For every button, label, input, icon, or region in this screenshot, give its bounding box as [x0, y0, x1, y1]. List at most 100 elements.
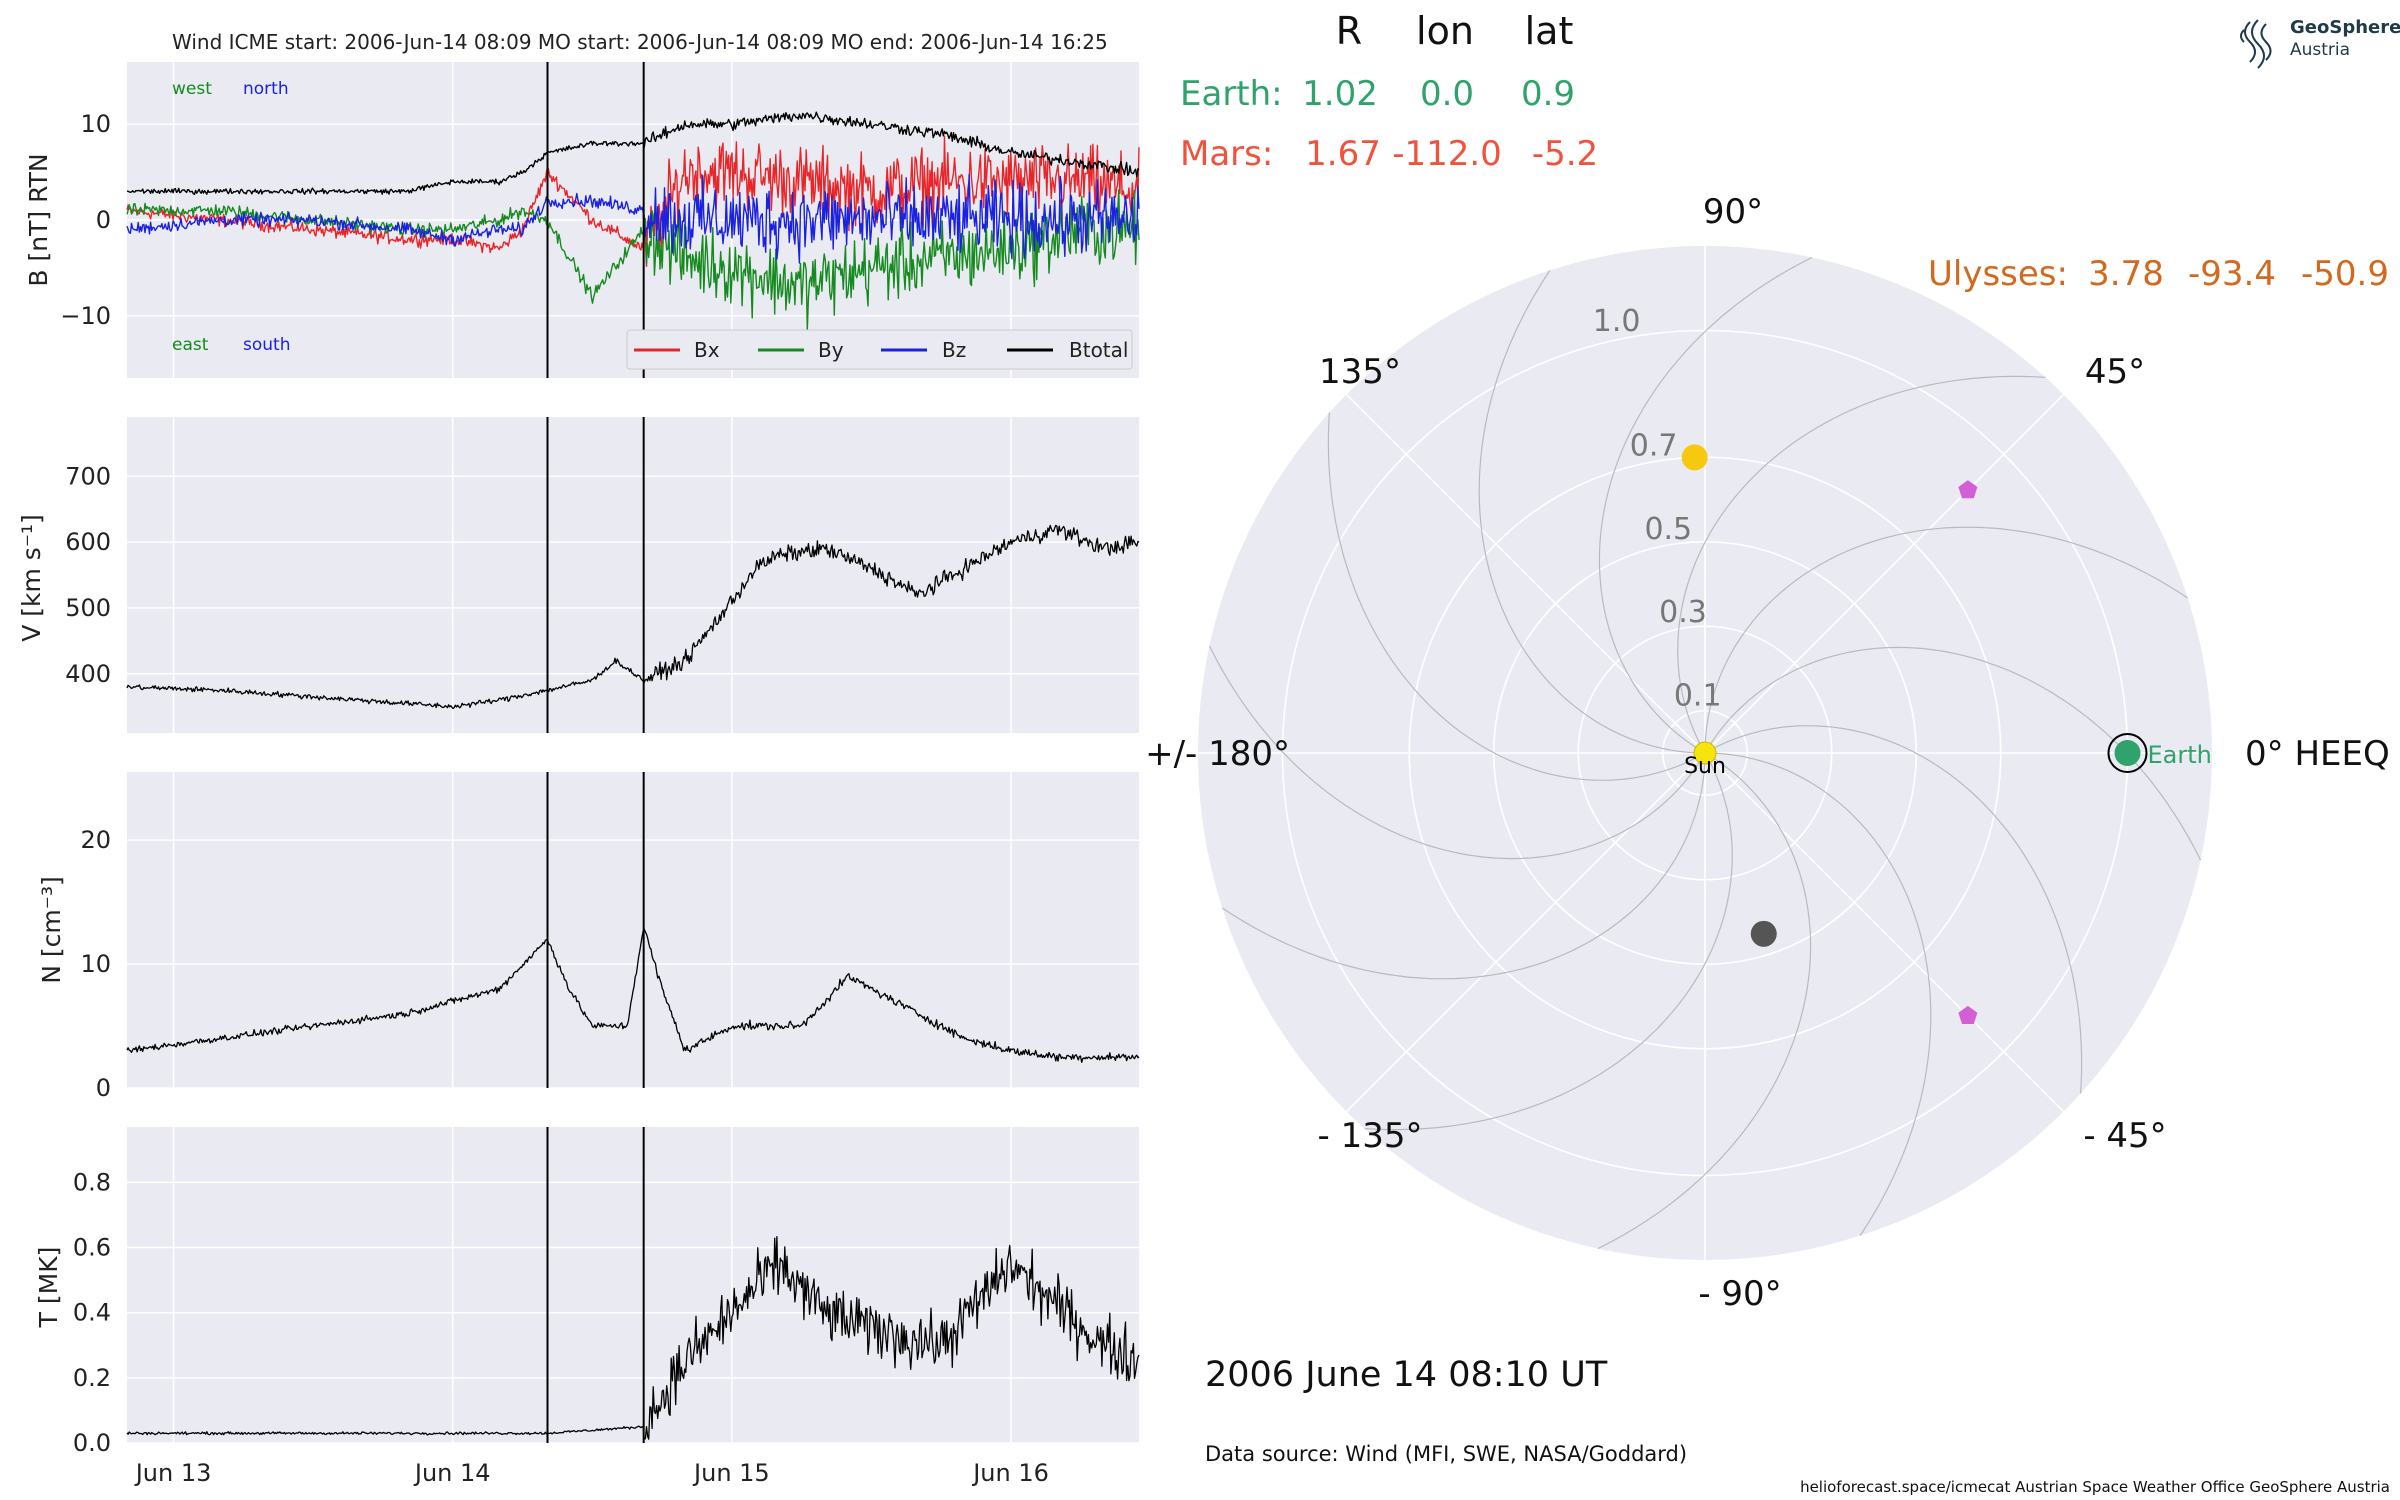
- y-tick-label: 500: [65, 594, 111, 622]
- planet-marker: [1681, 444, 1708, 471]
- angle-label: 90°: [1703, 192, 1763, 232]
- y-tick-label: 0.6: [73, 1234, 111, 1262]
- legend-bx-label: Bx: [694, 338, 720, 362]
- x-tick-label: Jun 14: [413, 1459, 491, 1487]
- spacecraft-marker: [1958, 480, 1978, 499]
- x-tick-label: Jun 16: [971, 1459, 1049, 1487]
- density-panel: N [cm⁻³] 0 10 20: [37, 772, 1140, 1102]
- radial-tick-label: 1.0: [1593, 304, 1641, 339]
- radial-tick-label: 0.7: [1630, 429, 1678, 464]
- mars-r: 1.67: [1305, 134, 1381, 174]
- series-line-v: [126, 524, 1140, 710]
- parker-spiral-line: [1478, 269, 1705, 754]
- earth-label: Earth:: [1180, 74, 1283, 114]
- north-label: north: [243, 79, 289, 99]
- series-line-t: [126, 1235, 1140, 1440]
- header-r: R: [1336, 9, 1362, 53]
- temperature-ylabel: T [MK]: [34, 1247, 63, 1329]
- series-line-bx: [126, 135, 1140, 267]
- logo-swirl-icon: [2240, 19, 2272, 69]
- earth-lon: 0.0: [1420, 74, 1474, 114]
- data-source-label: Data source: Wind (MFI, SWE, NASA/Goddar…: [1205, 1442, 1687, 1466]
- earth-lat: 0.9: [1521, 74, 1575, 114]
- radial-tick-label: 0.3: [1659, 595, 1707, 630]
- sun-label: Sun: [1684, 754, 1726, 779]
- earth-point-label: Earth: [2148, 741, 2212, 769]
- parker-spiral-line: [1597, 752, 1812, 1250]
- earth-ring-marker: [2107, 733, 2148, 773]
- parker-spiral-line: [1598, 256, 1813, 754]
- south-label: south: [243, 335, 290, 355]
- ulysses-r: 3.78: [2088, 254, 2164, 294]
- header-lon: lon: [1416, 9, 1474, 53]
- ulysses-label: Ulysses:: [1928, 254, 2068, 294]
- angle-label: - 45°: [2083, 1116, 2166, 1156]
- angular-grid-line: [1704, 393, 2065, 754]
- angular-grid-line: [1704, 752, 2065, 1113]
- parker-spiral-line: [1327, 412, 1706, 781]
- radial-tick-label: 0.5: [1644, 512, 1692, 547]
- y-tick-label: −10: [60, 302, 111, 330]
- y-tick-label: 20: [80, 826, 111, 854]
- logo-line2: Austria: [2290, 40, 2350, 60]
- geosphere-logo: GeoSphere Austria: [2240, 17, 2400, 69]
- x-tick-label: Jun 15: [692, 1459, 770, 1487]
- y-tick-label: 0.8: [73, 1168, 111, 1196]
- spacecraft-marker: [1958, 1005, 1978, 1024]
- mars-lon: -112.0: [1392, 134, 1502, 174]
- earth-marker: [2114, 740, 2141, 766]
- magnetic-field-panel: Wind ICME start: 2006-Jun-14 08:09 MO st…: [24, 30, 1140, 378]
- sun-marker: [1693, 741, 1717, 765]
- legend-box: [626, 329, 1133, 370]
- parker-spiral-line: [1221, 753, 1706, 980]
- ulysses-lat: -50.9: [2301, 254, 2389, 294]
- polar-plot: 0.1 0.3 0.5 0.7 1.0 0° HEEQ 45° 90° 135° +/- 180…: [1145, 192, 2390, 1314]
- credit-label: helioforecast.space/icmecat Austrian Spa…: [1800, 1478, 2390, 1496]
- y-tick-label: 10: [80, 950, 111, 978]
- angle-label: 135°: [1319, 352, 1401, 392]
- y-tick-label: 0: [96, 206, 111, 234]
- velocity-ylabel: V [km s⁻¹]: [17, 514, 46, 642]
- y-tick-label: 10: [80, 110, 111, 138]
- parker-spiral-line: [1704, 725, 2083, 1094]
- y-tick-label: 0: [96, 1074, 111, 1102]
- density-ylabel: N [cm⁻³]: [37, 876, 66, 983]
- angle-label: +/- 180°: [1145, 734, 1290, 774]
- ulysses-lon: -93.4: [2188, 254, 2276, 294]
- position-table: R lon lat Earth: 1.02 0.0 0.9 Mars: 1.67…: [1180, 9, 2389, 294]
- y-tick-label: 0.4: [73, 1299, 111, 1327]
- date-label: 2006 June 14 08:10 UT: [1205, 1355, 1608, 1395]
- angle-label: - 135°: [1318, 1116, 1423, 1156]
- angle-label: - 90°: [1698, 1274, 1781, 1314]
- y-tick-label: 0.2: [73, 1364, 111, 1392]
- angle-label: 0° HEEQ: [2245, 734, 2390, 774]
- density-plot-area: [127, 772, 1139, 1088]
- series-line-btotal: [126, 111, 1140, 196]
- x-tick-label: Jun 13: [134, 1459, 212, 1487]
- east-label: east: [172, 335, 209, 355]
- temperature-plot-area: [127, 1127, 1139, 1443]
- west-label: west: [172, 79, 212, 99]
- magnetic-field-ylabel: B [nT] RTN: [24, 153, 53, 286]
- legend-by-label: By: [818, 338, 844, 362]
- magnetic-field-legend: Bx By Bz Btotal: [626, 329, 1133, 370]
- angular-grid-line: [1345, 752, 1706, 1113]
- angle-label: 45°: [2085, 352, 2145, 392]
- y-tick-label: 600: [65, 528, 111, 556]
- parker-spiral-line: [1208, 645, 1706, 860]
- series-line-by: [126, 189, 1140, 331]
- mars-lat: -5.2: [1532, 134, 1598, 174]
- temperature-panel: T [MK] 0.0 0.2 0.4 0.6 0.8 Jun 13 Jun 14 Jun 1…: [34, 1127, 1140, 1487]
- legend-bz-label: Bz: [942, 338, 966, 362]
- legend-btotal-label: Btotal: [1069, 338, 1128, 362]
- angular-grid-line: [1345, 393, 1706, 754]
- header-lat: lat: [1525, 9, 1574, 53]
- planet-marker: [1750, 920, 1777, 947]
- series-line-bz: [126, 173, 1140, 264]
- y-tick-label: 700: [65, 462, 111, 490]
- parker-spiral-line: [1704, 526, 2189, 753]
- y-tick-label: 400: [65, 660, 111, 688]
- parker-spiral-line: [1705, 752, 1932, 1237]
- earth-r: 1.02: [1302, 74, 1378, 114]
